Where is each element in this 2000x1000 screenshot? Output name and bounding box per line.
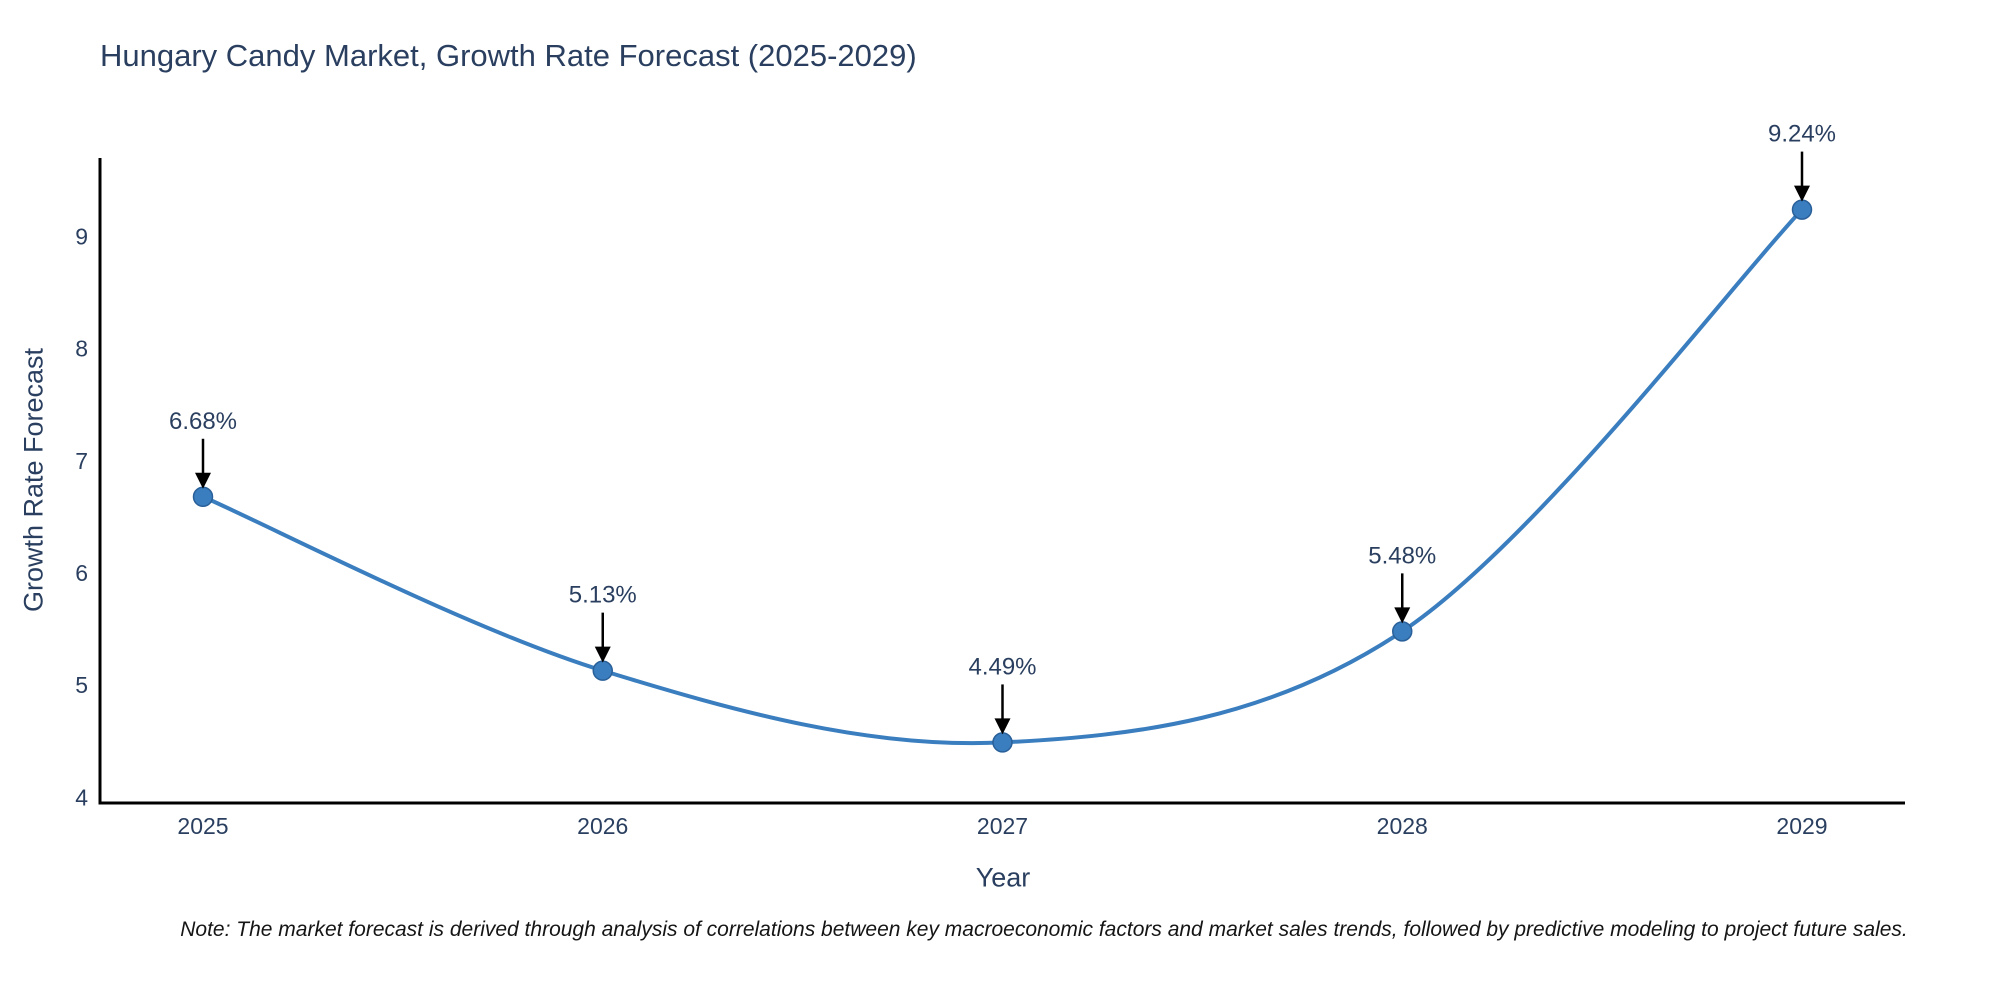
data-label: 5.48% [1368, 542, 1436, 569]
data-point-marker [592, 660, 613, 681]
annotation-arrowhead [1794, 185, 1810, 202]
y-tick-label: 7 [75, 448, 88, 474]
annotation-arrowhead [994, 718, 1011, 735]
chart-title: Hungary Candy Market, Growth Rate Foreca… [100, 38, 917, 73]
data-label: 4.49% [968, 653, 1036, 680]
data-point-marker [1791, 199, 1813, 220]
annotation-arrowhead [195, 472, 211, 489]
x-tick-label: 2025 [177, 813, 228, 839]
x-tick-label: 2029 [1776, 813, 1827, 839]
y-tick-label: 8 [75, 336, 88, 362]
x-tick-label: 2028 [1377, 813, 1428, 839]
data-label: 5.13% [569, 582, 637, 609]
data-point-marker [192, 486, 214, 508]
x-tick-label: 2026 [577, 813, 628, 839]
footnote: Note: The market forecast is derived thr… [180, 918, 1908, 941]
x-tick-label: 2027 [977, 813, 1028, 839]
y-tick-label: 6 [75, 560, 88, 586]
y-tick-label: 5 [75, 672, 88, 698]
data-point-marker [992, 732, 1013, 753]
series-line [201, 207, 1804, 746]
annotation-arrowhead [1394, 607, 1411, 624]
y-axis-title: Growth Rate Forecast [18, 347, 49, 613]
x-axis-title: Year [975, 862, 1031, 893]
y-tick-label: 4 [75, 784, 88, 810]
data-label: 6.68% [169, 408, 237, 435]
annotation-arrowhead [594, 646, 611, 663]
data-point-marker [1392, 621, 1413, 642]
y-tick-label: 9 [75, 224, 88, 250]
data-label: 9.24% [1768, 121, 1836, 148]
